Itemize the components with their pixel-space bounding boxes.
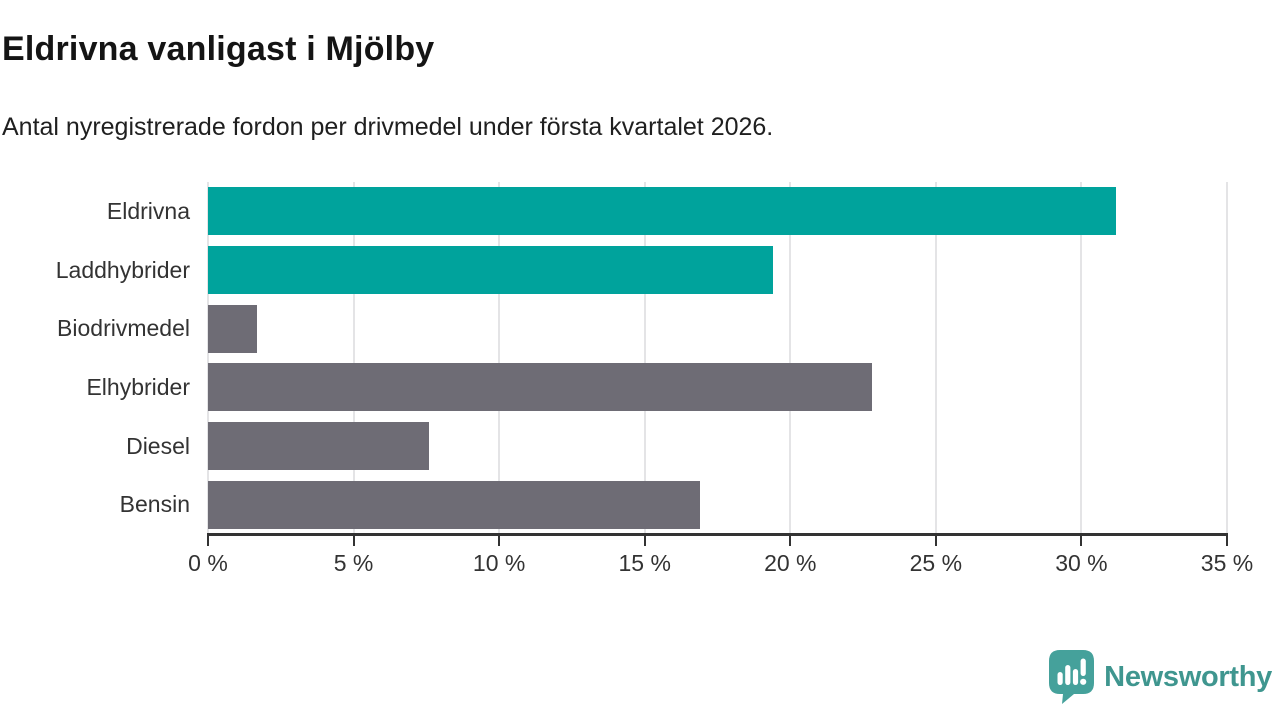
x-tick-25 [934, 536, 937, 546]
gridline-25 [934, 182, 937, 534]
x-tick-35 [1226, 536, 1228, 546]
newsworthy-logo[interactable]: Newsworthy [1049, 650, 1272, 704]
newsworthy-logo-text: Newsworthy [1104, 660, 1272, 693]
plot-area [207, 182, 1228, 534]
gridline-35 [1226, 182, 1228, 534]
x-tick-label-10: 10 % [472, 550, 526, 576]
x-axis-line [207, 533, 1228, 536]
x-tick-20 [789, 536, 792, 546]
y-axis-labels: Eldrivna Laddhybrider Biodrivmedel Elhybrid… [0, 182, 190, 534]
gridline-15 [643, 182, 646, 534]
gridline-0 [207, 182, 209, 534]
x-tick-label-35: 35 % [1200, 550, 1254, 576]
bar-biodrivmedel [208, 304, 258, 353]
x-tick-label-30: 30 % [1055, 550, 1108, 576]
y-label-biodrivmedel: Biodrivmedel [57, 315, 190, 342]
bar-diesel [208, 422, 430, 470]
gridline-20 [789, 182, 792, 534]
y-label-diesel: Diesel [126, 432, 190, 459]
bar-bensin [208, 480, 701, 529]
x-tick-10 [498, 536, 501, 546]
gridline-30 [1080, 182, 1083, 534]
x-tick-label-20: 20 % [764, 550, 817, 576]
y-label-eldrivna: Eldrivna [106, 197, 190, 224]
x-tick-30 [1080, 536, 1083, 546]
x-tick-label-25: 25 % [909, 550, 963, 576]
bar-eldrivna [208, 187, 1117, 236]
bar-laddhybrider [208, 246, 773, 294]
chart-subtitle: Antal nyregistrerade fordon per drivmede… [2, 113, 774, 141]
gridline-10 [498, 182, 501, 534]
gridline-5 [352, 182, 355, 534]
x-tick-label-15: 15 % [618, 550, 671, 576]
x-tick-0 [207, 536, 209, 546]
y-label-elhybrider: Elhybrider [86, 373, 190, 400]
y-label-laddhybrider: Laddhybrider [55, 256, 190, 283]
x-tick-label-5: 5 % [333, 550, 374, 576]
bar-elhybrider [208, 363, 872, 412]
chart-title: Eldrivna vanligast i Mjölby [2, 30, 435, 68]
y-label-bensin: Bensin [119, 491, 190, 518]
newsworthy-logo-icon [1049, 650, 1095, 704]
x-tick-label-0: 0 % [188, 550, 228, 576]
x-tick-15 [643, 536, 646, 546]
x-tick-5 [352, 536, 355, 546]
